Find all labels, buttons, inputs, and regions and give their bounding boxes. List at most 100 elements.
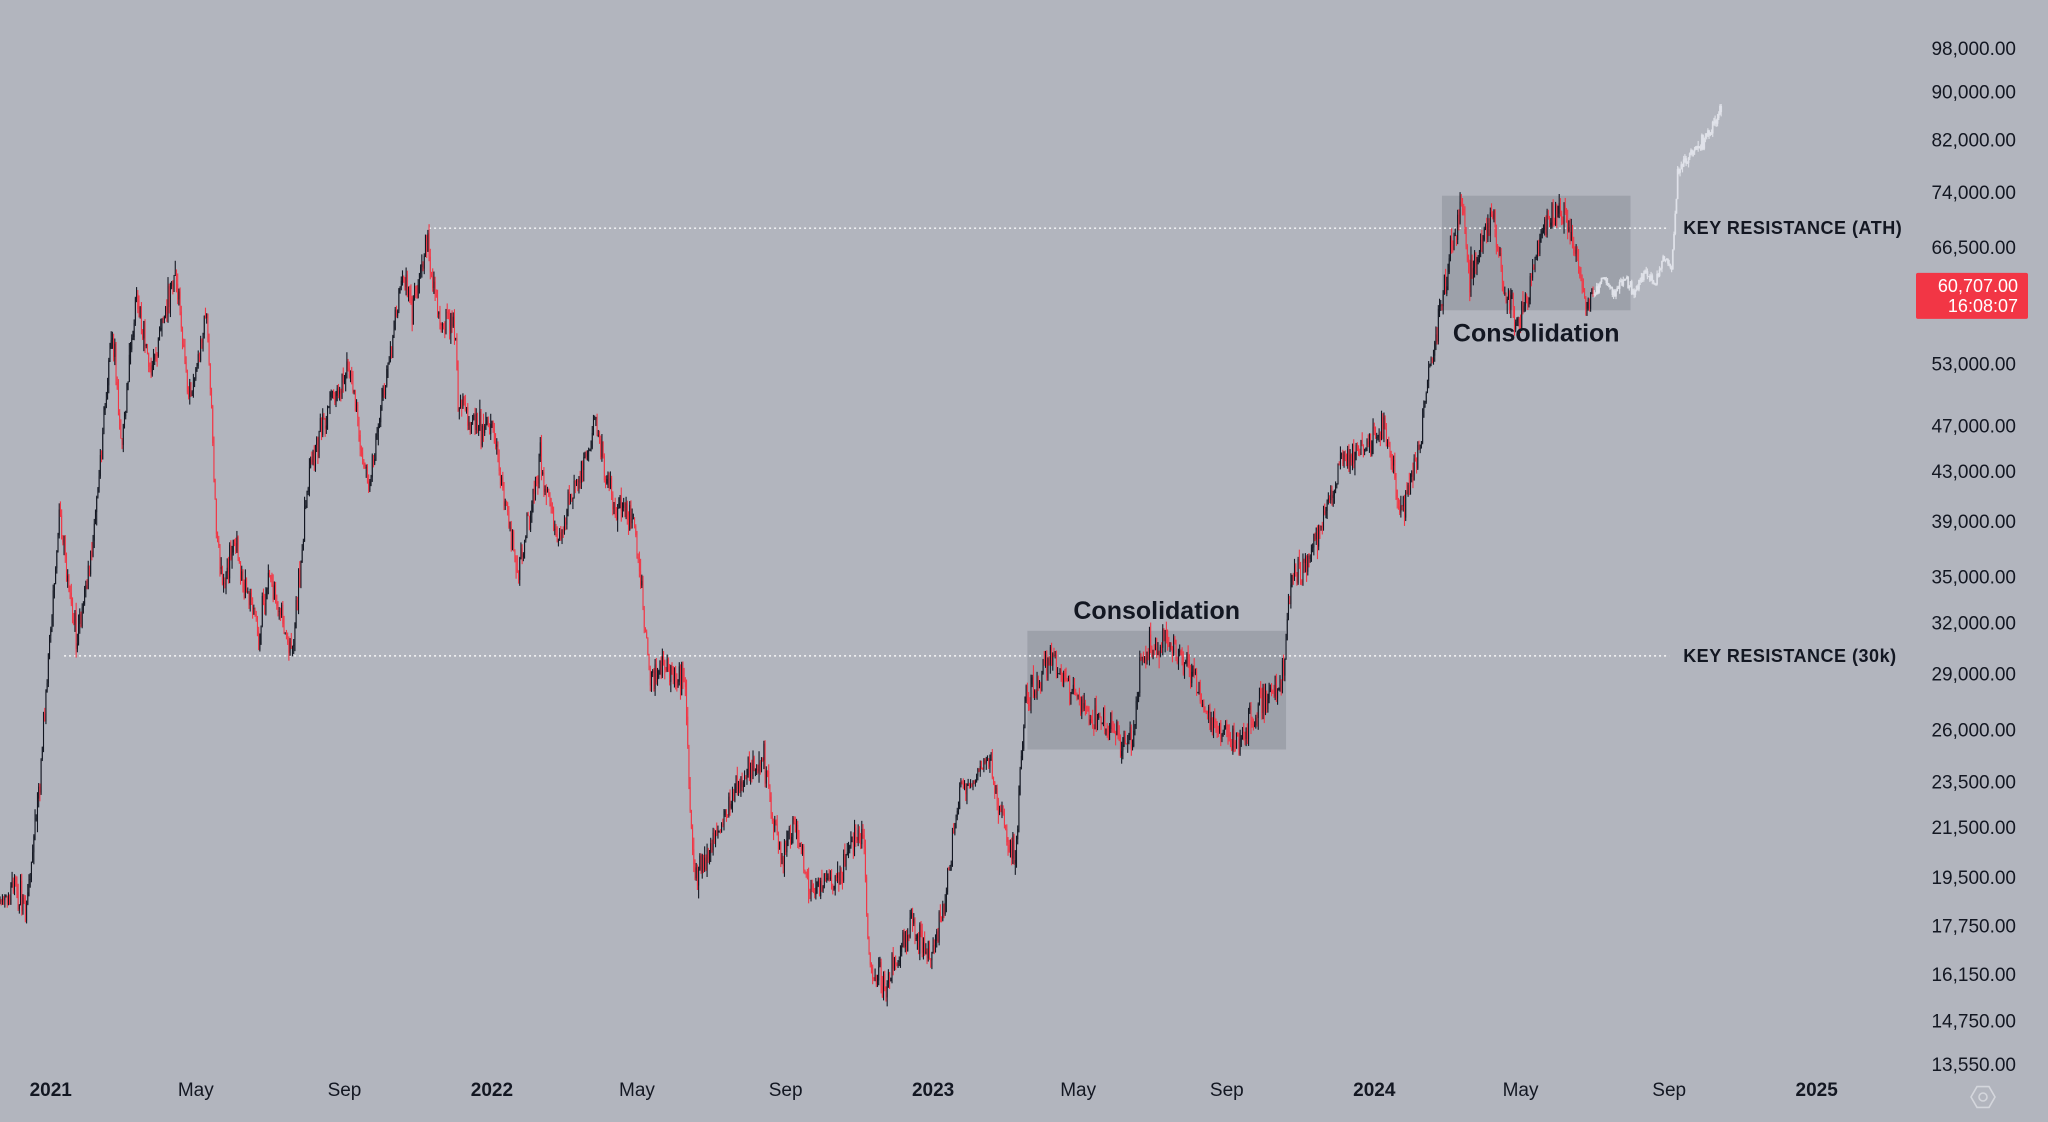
candle-body [83,604,84,608]
candle-body [956,817,957,828]
candle-body [751,763,752,777]
candle-body [681,662,682,695]
candle-body [1440,304,1441,306]
candle-body [869,938,870,953]
candle-body [488,420,489,424]
candle-body [1425,402,1426,406]
candle-body [1219,723,1220,731]
candle-body [838,872,839,884]
candle-body [1258,704,1259,718]
candle-body [1292,575,1293,585]
candle-body [1270,688,1271,692]
candle-body [522,548,523,557]
candle-body [1037,677,1038,695]
candle-body [1197,692,1198,693]
candle-body [1104,708,1105,734]
candle-body [1252,724,1253,725]
candle-body [579,477,580,481]
candle-body [1556,206,1557,218]
candle-body [895,958,896,964]
candle-body [1289,603,1290,604]
candle-body [693,849,694,864]
candle-body [1180,650,1181,655]
candle-body [1526,294,1527,301]
candle-body [696,867,697,878]
candle-body [692,828,693,849]
candle-body [406,275,407,287]
x-tick-label: Sep [328,1080,362,1101]
candle-body [569,492,570,504]
candle-body [753,757,754,776]
candle-body [1398,499,1399,506]
candle-body [228,568,229,579]
candle-body [1484,228,1485,239]
candle-body [1015,860,1016,864]
candle-body [1421,443,1422,445]
candle-body [1242,732,1243,739]
candle-body [481,412,482,446]
candle-body [1011,841,1012,859]
candle-body [1368,441,1369,444]
candle-body [155,354,156,355]
candle-body [1467,247,1468,260]
candle-body [21,881,22,911]
candle-body [847,852,848,855]
candle-body [904,932,905,946]
candle-body [970,784,971,785]
candle-body [141,307,142,330]
candle-body [84,589,85,604]
candle-body [1309,556,1310,559]
projection-body [1647,271,1649,276]
candle-body [1306,557,1307,572]
candle-body [1432,359,1433,360]
candle-body [1483,240,1484,249]
candle-body [296,600,297,628]
candle-body [1473,268,1474,278]
candle-body [97,488,98,497]
candle-body [217,534,218,541]
candle-body [398,289,399,311]
candle-body [168,286,169,316]
candle-body [609,475,610,488]
candle-body [1564,205,1565,223]
candle-body [415,286,416,295]
candle-body [1079,695,1080,698]
candle-body [939,912,940,942]
candle-body [101,455,102,459]
candle-body [1248,710,1249,739]
candle-body [784,843,785,866]
candle-body [131,338,132,350]
candle-body [58,535,59,551]
candle-body [395,310,396,330]
candle-body [1177,661,1178,663]
candle-body [1588,299,1589,308]
candle-body [934,945,935,946]
candle-body [971,784,972,785]
candle-body [1149,635,1150,659]
candle-body [925,952,926,954]
candle-body [508,511,509,527]
candle-body [1530,276,1531,300]
candle-body [256,614,257,616]
candle-body [999,809,1000,814]
candle-body [152,365,153,375]
candle-body [1451,238,1452,245]
candle-body [641,581,642,586]
candle-body [1513,294,1514,307]
candle-body [171,282,172,286]
candle-body [242,571,243,582]
candle-body [1190,668,1191,683]
candle-body [1162,629,1163,648]
y-tick-label: 23,500.00 [1931,772,2016,793]
candle-body [778,833,779,850]
candle-body [64,536,65,543]
candle-body [791,837,792,845]
candle-body [598,435,599,436]
candle-body [385,385,386,394]
candle-body [547,489,548,493]
candle-body [460,399,461,407]
candle-body [946,892,947,903]
candle-body [1406,491,1407,494]
candle-body [1330,490,1331,500]
